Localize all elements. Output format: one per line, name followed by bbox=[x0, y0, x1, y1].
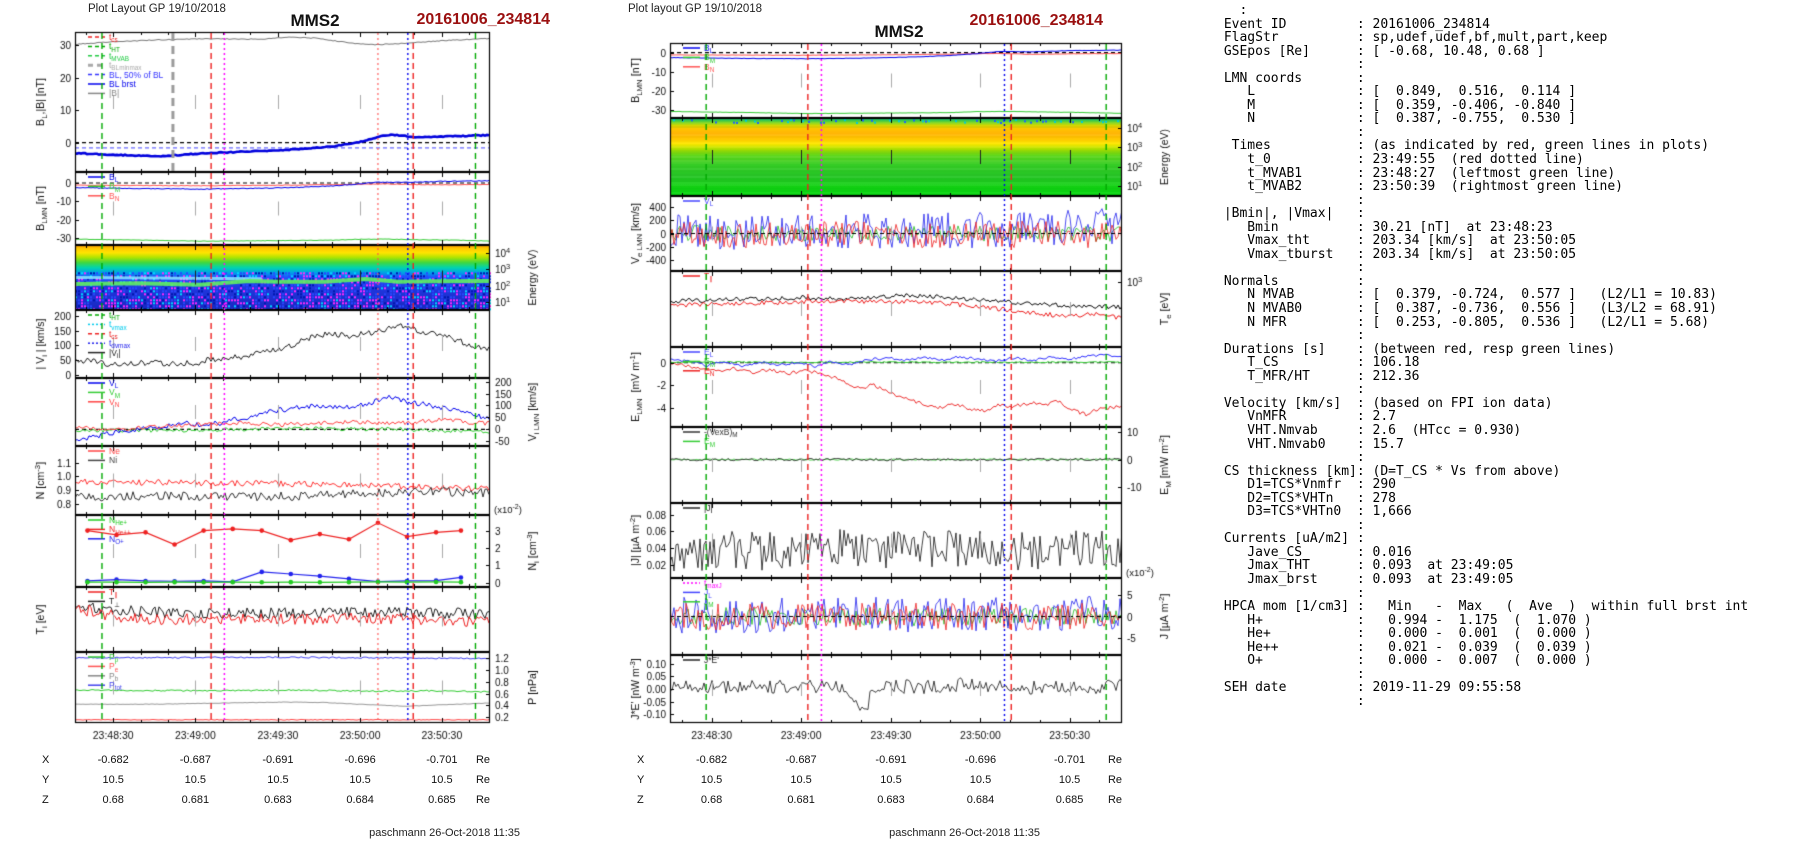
coord-value: -0.691 bbox=[875, 754, 907, 766]
coord-value: 0.683 bbox=[264, 794, 292, 806]
coord-value: 10.5 bbox=[184, 774, 207, 786]
footer-left: paschmann 26-Oct-2018 11:35 bbox=[369, 827, 520, 839]
coord-value: 0.685 bbox=[1055, 794, 1084, 806]
coord-row-label: Z bbox=[42, 794, 49, 806]
coord-unit: Re bbox=[1107, 754, 1122, 766]
coord-value: 10.5 bbox=[880, 774, 902, 786]
coord-unit: Re bbox=[1107, 774, 1122, 786]
plot-layout-label-left: Plot Layout GP 19/10/2018 bbox=[88, 3, 226, 15]
footer-middle: paschmann 26-Oct-2018 11:35 bbox=[889, 827, 1040, 839]
coord-row-label: Y bbox=[42, 774, 50, 786]
coord-value: 10.5 bbox=[1058, 774, 1081, 786]
middle-plot-canvas bbox=[560, 26, 1220, 752]
coord-value: 0.68 bbox=[700, 794, 723, 806]
coord-value: 10.5 bbox=[969, 774, 992, 786]
spacecraft-title-middle: MMS2 bbox=[874, 22, 924, 41]
spacecraft-title-left: MMS2 bbox=[290, 11, 340, 30]
coord-unit: Re bbox=[1107, 794, 1122, 806]
coord-value: 0.685 bbox=[428, 794, 456, 806]
left-plot-canvas bbox=[30, 26, 555, 752]
coord-value: 10.5 bbox=[267, 774, 289, 786]
coord-value: 0.681 bbox=[787, 794, 815, 806]
coord-value: 10.5 bbox=[102, 774, 124, 786]
coord-unit: Re bbox=[475, 774, 490, 786]
event-id-middle: 20161006_234814 bbox=[969, 12, 1103, 29]
coord-row-label: Y bbox=[637, 774, 645, 786]
event-info-text: : Event ID : 20161006_234814 FlagStr : s… bbox=[1223, 3, 1749, 709]
coord-value: 10.5 bbox=[431, 774, 453, 786]
coord-row-label: X bbox=[637, 754, 645, 766]
coord-value: -0.701 bbox=[426, 754, 458, 766]
coord-value: -0.696 bbox=[344, 754, 376, 766]
coord-row-label: X bbox=[42, 754, 50, 766]
coord-value: -0.687 bbox=[785, 754, 817, 766]
coord-value: 0.68 bbox=[102, 794, 124, 806]
coord-value: -0.682 bbox=[97, 754, 129, 766]
coord-value: -0.701 bbox=[1053, 754, 1086, 766]
coord-value: 0.681 bbox=[181, 794, 210, 806]
coord-value: 0.683 bbox=[877, 794, 905, 806]
plot-layout-label-middle: Plot layout GP 19/10/2018 bbox=[628, 3, 763, 15]
coord-value: 10.5 bbox=[790, 774, 812, 786]
coord-value: 0.684 bbox=[966, 794, 995, 806]
coord-value: 10.5 bbox=[700, 774, 723, 786]
coord-value: -0.687 bbox=[179, 754, 211, 766]
coord-unit: Re bbox=[475, 754, 490, 766]
event-id-left: 20161006_234814 bbox=[416, 11, 550, 28]
coord-value: 10.5 bbox=[349, 774, 371, 786]
coord-unit: Re bbox=[475, 794, 490, 806]
coord-value: 0.684 bbox=[346, 794, 374, 806]
coord-row-label: Z bbox=[637, 794, 644, 806]
coord-value: -0.682 bbox=[695, 754, 728, 766]
coord-value: -0.691 bbox=[262, 754, 294, 766]
coord-value: -0.696 bbox=[964, 754, 997, 766]
